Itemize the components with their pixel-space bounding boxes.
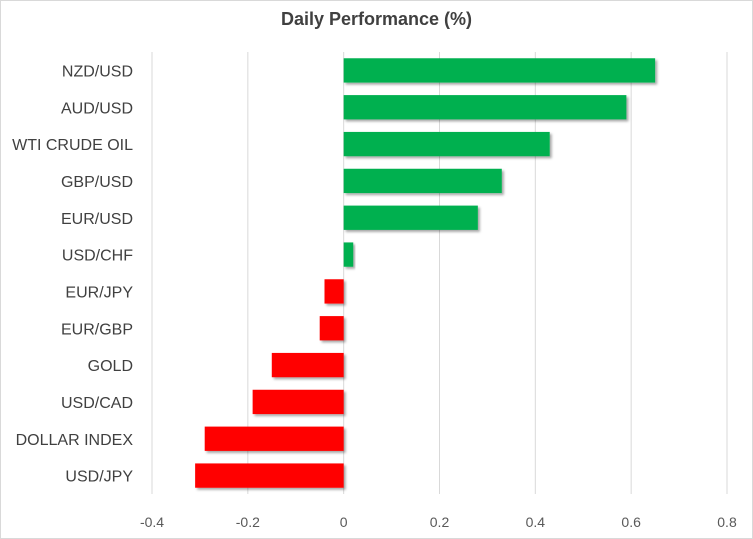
bar-usd-cad <box>252 389 344 415</box>
category-label: EUR/USD <box>61 211 133 228</box>
gridlines <box>151 52 728 494</box>
category-label: EUR/JPY <box>65 284 133 301</box>
category-label: DOLLAR INDEX <box>16 432 134 449</box>
x-tick-label: -0.2 <box>236 514 260 530</box>
x-tick-label: 0.8 <box>717 514 737 530</box>
category-label: NZD/USD <box>62 63 133 80</box>
bar-eur-gbp <box>319 316 344 341</box>
bar-eur-usd <box>343 205 478 230</box>
category-labels: NZD/USD AUD/USD WTI CRUDE OIL GBP/USD EUR/US… <box>12 63 133 485</box>
bar-gold <box>271 352 344 378</box>
bar-usd-jpy <box>195 463 344 488</box>
bar-aud-usd <box>343 95 627 120</box>
bars <box>195 58 656 488</box>
category-label: USD/JPY <box>65 469 133 486</box>
x-tick-label: 0.2 <box>430 514 450 530</box>
x-tick-label: -0.4 <box>140 514 164 530</box>
bar-eur-jpy <box>324 279 344 304</box>
bar-gbp-usd <box>343 168 502 194</box>
x-tick-label: 0.6 <box>621 514 641 530</box>
x-axis-tick-labels: -0.4 -0.2 0 0.2 0.4 0.6 0.8 <box>140 514 737 530</box>
category-label: WTI CRUDE OIL <box>12 137 133 154</box>
x-tick-label: 0.4 <box>526 514 546 530</box>
category-label: GOLD <box>88 358 133 375</box>
chart-title: Daily Performance (%) <box>280 9 473 29</box>
category-label: EUR/GBP <box>61 321 133 338</box>
bar-usd-chf <box>343 242 354 267</box>
category-label: USD/CAD <box>61 395 133 412</box>
category-label: AUD/USD <box>61 100 133 117</box>
bar-dollar-index <box>204 426 344 451</box>
x-tick-label: 0 <box>340 514 348 530</box>
bar-nzd-usd <box>343 58 656 83</box>
category-label: GBP/USD <box>61 174 133 191</box>
category-label: USD/CHF <box>62 248 133 265</box>
bar-wti-crude-oil <box>343 131 550 157</box>
